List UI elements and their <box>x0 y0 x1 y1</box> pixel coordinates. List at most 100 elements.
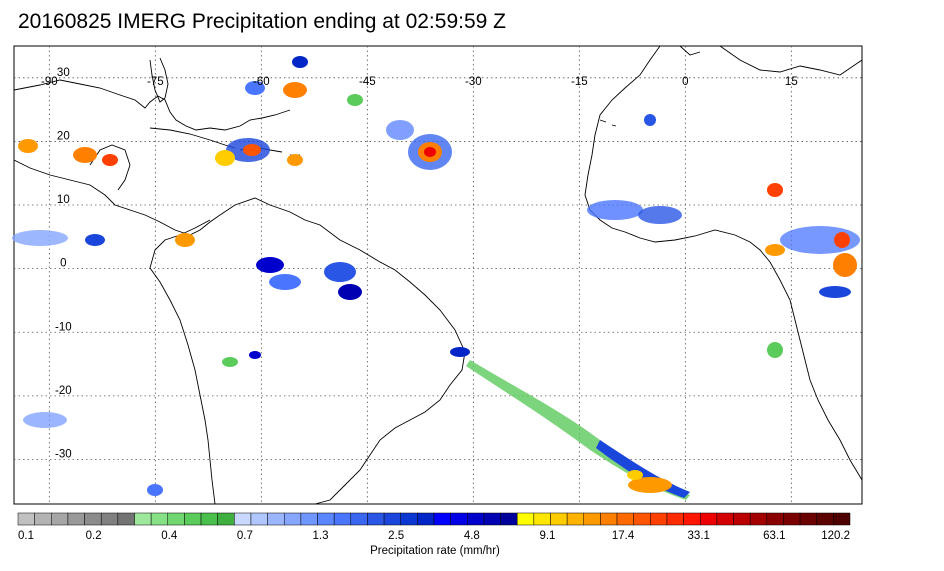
colorbar-swatch <box>17 512 35 526</box>
lon-label: 15 <box>785 76 798 88</box>
precip-cell <box>627 470 643 480</box>
colorbar-swatch <box>167 512 185 526</box>
precip-cell <box>175 233 195 247</box>
colorbar-swatch <box>433 512 451 526</box>
coastline-africa <box>584 45 863 481</box>
colorbar-swatch <box>400 512 418 526</box>
longitude-labels: -90 -75 -60 -45 -30 -15 0 15 <box>41 76 798 88</box>
colorbar-swatch <box>267 512 285 526</box>
colorbar-swatch <box>783 512 801 526</box>
colorbar-swatch <box>383 512 401 526</box>
precip-cell <box>338 284 362 300</box>
colorbar-label: 1.3 <box>313 530 329 542</box>
colorbar-caption: Precipitation rate (mm/hr) <box>370 545 500 557</box>
precip-cell <box>292 56 308 68</box>
colorbar-swatch <box>600 512 618 526</box>
colorbar-swatch <box>799 512 817 526</box>
precip-cell <box>23 412 67 428</box>
lon-label: -45 <box>359 76 376 88</box>
colorbar-swatch <box>184 512 202 526</box>
coastline-canary-islands <box>599 119 617 127</box>
lon-label: -90 <box>41 76 58 88</box>
colorbar-swatch <box>67 512 85 526</box>
colorbar-swatches <box>17 512 851 526</box>
colorbar-swatch <box>117 512 135 526</box>
colorbar-swatch <box>766 512 784 526</box>
precip-cell <box>386 120 414 140</box>
colorbar-label: 17.4 <box>612 530 635 542</box>
precip-cell <box>283 82 307 98</box>
precip-cell <box>269 274 301 290</box>
colorbar-swatch <box>467 512 485 526</box>
coastline-cuba <box>149 127 236 149</box>
colorbar-swatch <box>616 512 634 526</box>
lon-label: -60 <box>253 76 270 88</box>
colorbar-swatch <box>650 512 668 526</box>
colorbar-label: 0.7 <box>237 530 253 542</box>
precip-cell <box>102 154 118 166</box>
colorbar-swatch <box>566 512 585 526</box>
precip-cell <box>18 139 38 153</box>
precip-cell <box>767 342 783 358</box>
precip-cell <box>347 94 363 106</box>
colorbar-swatch <box>417 512 435 526</box>
colorbar-swatch <box>100 512 119 526</box>
colorbar-swatch <box>217 512 235 526</box>
lat-label: 30 <box>57 67 70 79</box>
colorbar-label: 33.1 <box>688 530 710 542</box>
colorbar-swatch <box>283 512 302 526</box>
lat-label: 20 <box>57 130 70 142</box>
map-title: 20160825 IMERG Precipitation ending at 0… <box>18 10 506 33</box>
colorbar-label: 0.2 <box>86 530 102 542</box>
lat-label: 10 <box>57 194 70 206</box>
coastline-yucatan <box>89 144 131 191</box>
colorbar-label: 0.1 <box>18 530 34 542</box>
coastline-central-america <box>13 159 221 236</box>
lon-label: -75 <box>147 76 164 88</box>
precip-cell <box>85 234 105 246</box>
colorbar-label: 120.2 <box>821 530 850 542</box>
precip-cell <box>245 81 265 95</box>
precip-cell <box>215 150 235 166</box>
coastlines <box>13 45 863 505</box>
lon-label: -15 <box>571 76 588 88</box>
colorbar-swatch <box>633 512 651 526</box>
lon-label: 0 <box>682 76 688 88</box>
coastline-north-africa <box>719 45 863 76</box>
precip-cell <box>644 114 656 126</box>
colorbar-swatch <box>516 512 535 526</box>
lat-label: -20 <box>55 385 72 397</box>
colorbar-swatch <box>500 512 518 526</box>
lat-label: -10 <box>55 321 72 333</box>
colorbar-swatch <box>234 512 252 526</box>
colorbar-swatch <box>51 512 69 526</box>
lat-label: 0 <box>60 258 66 270</box>
colorbar-swatch <box>150 512 169 526</box>
colorbar-swatch <box>733 512 751 526</box>
colorbar-swatch <box>699 512 718 526</box>
colorbar-label: 9.1 <box>539 530 555 542</box>
colorbar-swatch <box>350 512 368 526</box>
colorbar-swatch <box>683 512 701 526</box>
precip-cell <box>243 144 261 156</box>
colorbar-label: 63.1 <box>763 530 785 542</box>
precipitation-cells <box>12 56 860 500</box>
gridlines <box>14 46 862 504</box>
precip-cell <box>222 357 238 367</box>
colorbar-swatch <box>833 512 851 526</box>
colorbar-label: 0.4 <box>161 530 178 542</box>
colorbar-swatch <box>666 512 684 526</box>
precip-cell <box>73 147 97 163</box>
colorbar-swatch <box>483 512 501 526</box>
precip-cell <box>450 347 470 357</box>
precip-cell <box>628 477 672 493</box>
precip-cell <box>834 232 850 248</box>
precip-cell <box>833 253 857 277</box>
coastline-north-america <box>13 79 291 131</box>
precip-cell <box>324 262 356 282</box>
precip-cell <box>587 200 643 220</box>
precip-cell <box>249 351 261 359</box>
precip-cell <box>287 154 303 166</box>
colorbar-labels: 0.1 0.2 0.4 0.7 1.3 2.5 4.8 9.1 17.4 33.1 63.1 120.… <box>18 530 850 542</box>
